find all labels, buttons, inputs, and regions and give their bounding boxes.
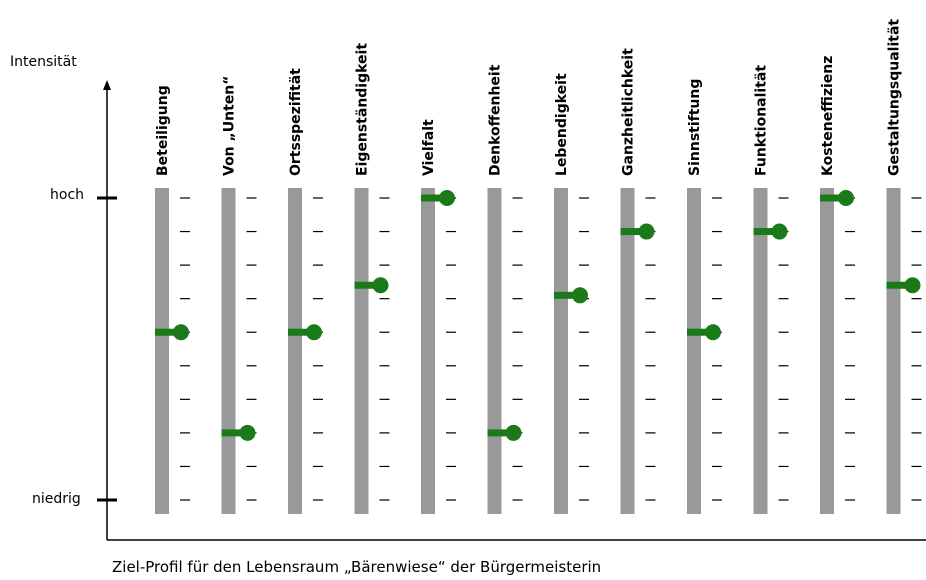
value-marker-stem: [886, 281, 909, 289]
category-label: Lebendigkeit: [554, 73, 570, 176]
column-bar: [753, 188, 768, 514]
category-label: Gestaltungsqualität: [887, 19, 903, 176]
value-marker: [439, 190, 455, 206]
category-label: Funktionalität: [754, 65, 770, 176]
category-label: Ganzheitlichkeit: [621, 48, 637, 176]
value-marker: [771, 223, 788, 240]
category-label: Eigenständigkeit: [355, 43, 371, 176]
value-marker-stem: [288, 328, 310, 336]
category-column: Von „Unten“: [221, 76, 257, 514]
category-column: Funktionalität: [753, 65, 789, 514]
value-marker: [638, 223, 655, 240]
axes: [97, 80, 926, 541]
column-bar: [155, 188, 169, 514]
value-marker-stem: [620, 228, 643, 236]
category-column: Sinnstiftung: [687, 79, 722, 514]
category-column: Gestaltungsqualität: [886, 19, 922, 514]
y-axis-arrow: [103, 80, 111, 90]
value-marker: [705, 324, 721, 341]
value-marker-stem: [753, 228, 776, 236]
value-marker: [904, 277, 921, 294]
value-marker-stem: [687, 328, 709, 336]
y-tick-label-high: hoch: [50, 187, 84, 203]
category-columns: Beteiligung Von „Unten“ Ortsspezifität Eige…: [155, 19, 922, 514]
category-column: Beteiligung: [155, 85, 190, 514]
category-column: Lebendigkeit: [554, 73, 589, 514]
column-bar: [886, 188, 901, 514]
value-marker: [173, 324, 189, 341]
category-label: Von „Unten“: [222, 76, 238, 176]
column-bar: [620, 188, 635, 514]
column-bar: [354, 188, 369, 514]
category-label: Beteiligung: [155, 85, 171, 176]
value-marker: [306, 324, 322, 341]
value-marker-stem: [820, 194, 842, 202]
value-marker: [239, 424, 256, 441]
column-bar: [221, 188, 236, 514]
column-bar: [421, 188, 435, 514]
category-column: Ortsspezifität: [288, 68, 323, 514]
category-label: Vielfalt: [421, 119, 437, 176]
category-column: Vielfalt: [421, 119, 456, 514]
category-label: Kosteneffizienz: [820, 56, 836, 176]
category-column: Ganzheitlichkeit: [620, 48, 656, 514]
value-marker-stem: [487, 429, 510, 437]
value-marker: [505, 424, 522, 441]
value-marker-stem: [554, 291, 576, 299]
value-marker: [572, 287, 588, 304]
category-column: Denkoffenheit: [487, 64, 523, 514]
category-label: Ortsspezifität: [288, 68, 304, 176]
value-marker: [838, 190, 854, 206]
column-bar: [820, 188, 834, 514]
category-column: Kosteneffizienz: [820, 56, 855, 514]
category-label: Denkoffenheit: [488, 64, 504, 176]
y-tick-label-low: niedrig: [32, 491, 81, 507]
column-bar: [288, 188, 302, 514]
value-marker-stem: [221, 429, 244, 437]
column-bar: [554, 188, 568, 514]
value-marker: [372, 277, 389, 294]
value-marker-stem: [155, 328, 177, 336]
category-label: Sinnstiftung: [687, 79, 703, 176]
category-column: Eigenständigkeit: [354, 43, 390, 514]
value-marker-stem: [354, 281, 377, 289]
column-bar: [687, 188, 701, 514]
chart-caption: Ziel-Profil für den Lebensraum „Bärenwie…: [112, 558, 602, 576]
y-axis-label: Intensität: [10, 54, 77, 70]
value-marker-stem: [421, 194, 443, 202]
column-bar: [487, 188, 502, 514]
